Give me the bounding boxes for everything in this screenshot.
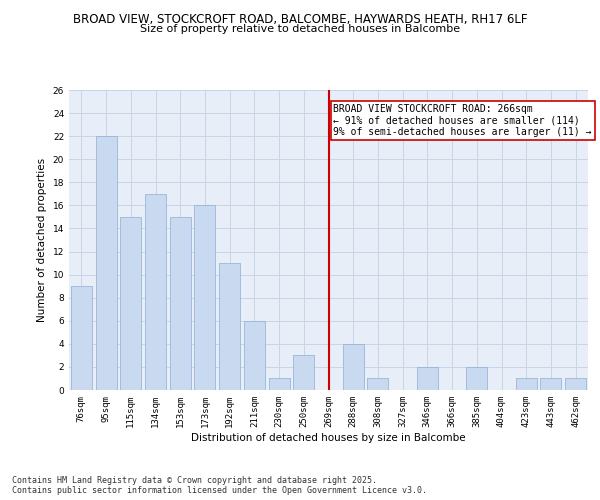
Bar [367, 378, 388, 390]
X-axis label: Distribution of detached houses by size in Balcombe: Distribution of detached houses by size … [191, 432, 466, 442]
Bar [145, 194, 166, 390]
Bar [170, 217, 191, 390]
Text: Size of property relative to detached houses in Balcombe: Size of property relative to detached ho… [140, 24, 460, 34]
Bar [516, 378, 537, 390]
Text: BROAD VIEW STOCKCROFT ROAD: 266sqm
← 91% of detached houses are smaller (114)
9%: BROAD VIEW STOCKCROFT ROAD: 266sqm ← 91%… [334, 104, 592, 137]
Text: BROAD VIEW, STOCKCROFT ROAD, BALCOMBE, HAYWARDS HEATH, RH17 6LF: BROAD VIEW, STOCKCROFT ROAD, BALCOMBE, H… [73, 12, 527, 26]
Y-axis label: Number of detached properties: Number of detached properties [37, 158, 47, 322]
Bar [120, 217, 141, 390]
Bar [565, 378, 586, 390]
Text: Contains HM Land Registry data © Crown copyright and database right 2025.
Contai: Contains HM Land Registry data © Crown c… [12, 476, 427, 495]
Bar [71, 286, 92, 390]
Bar [219, 263, 240, 390]
Bar [541, 378, 562, 390]
Bar [244, 321, 265, 390]
Bar [343, 344, 364, 390]
Bar [417, 367, 438, 390]
Bar [194, 206, 215, 390]
Bar [95, 136, 116, 390]
Bar [293, 356, 314, 390]
Bar [269, 378, 290, 390]
Bar [466, 367, 487, 390]
